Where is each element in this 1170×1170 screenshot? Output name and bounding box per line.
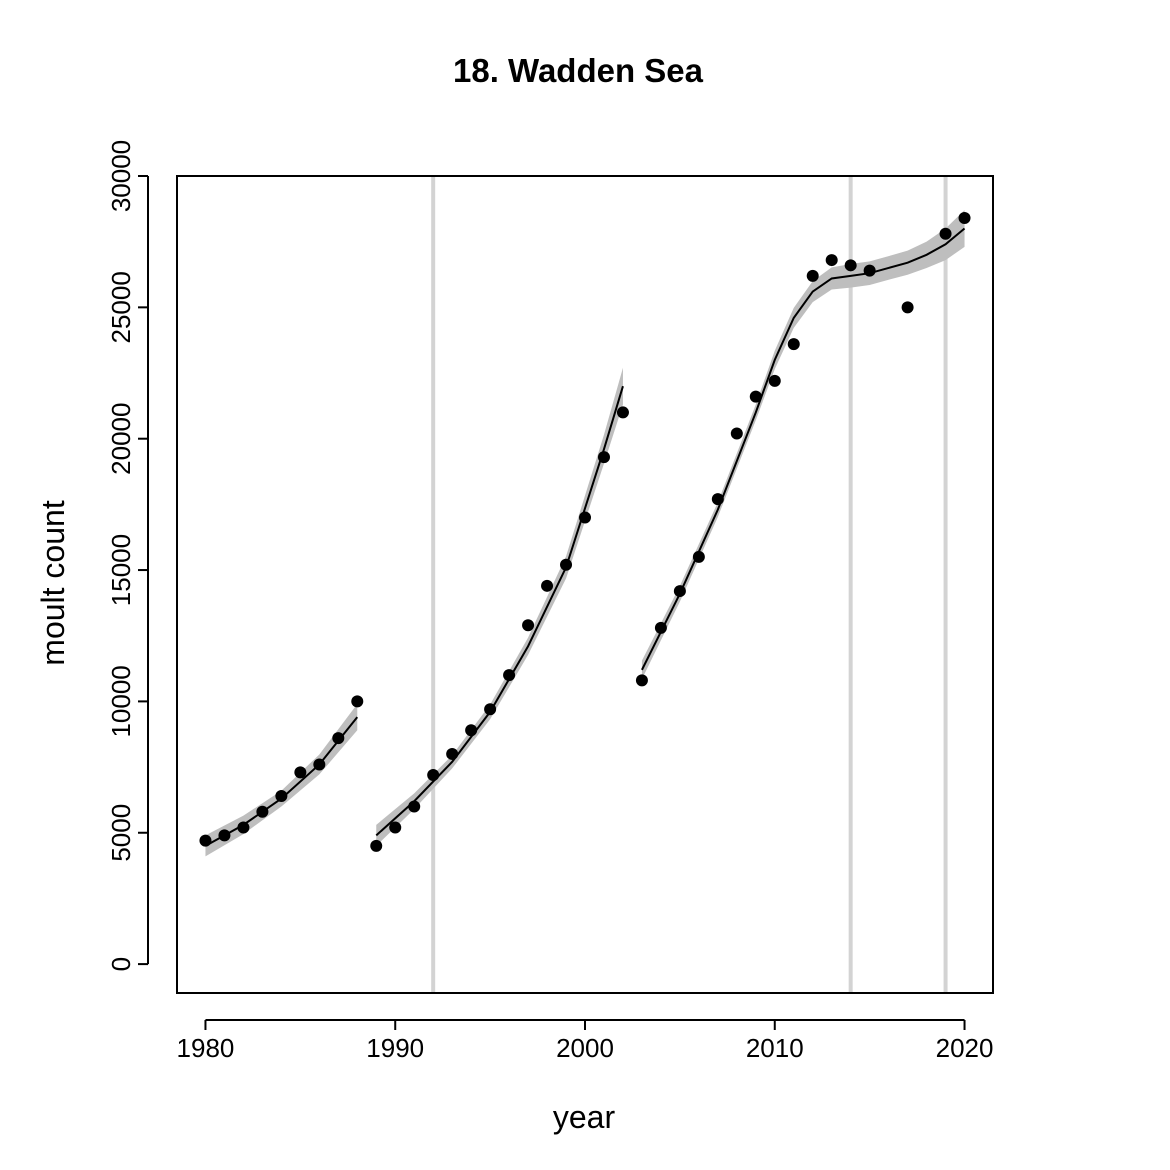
data-point-2-11 <box>844 259 857 272</box>
plot-area <box>176 175 994 994</box>
y-tick-label-2: 10000 <box>106 665 136 737</box>
x-tick-label-0: 1980 <box>177 1033 235 1063</box>
confidence-band-2 <box>641 210 965 680</box>
y-tick-label-0: 0 <box>106 957 136 971</box>
data-point-2-15 <box>958 212 971 225</box>
y-tick-label-5: 25000 <box>106 271 136 343</box>
data-point-0-6 <box>313 758 326 771</box>
y-tick-label-4: 20000 <box>106 403 136 475</box>
data-point-1-13 <box>616 406 629 419</box>
data-point-1-1 <box>389 821 402 834</box>
data-point-1-0 <box>370 839 383 852</box>
data-point-1-7 <box>503 669 516 682</box>
data-point-2-9 <box>806 269 819 282</box>
data-point-1-12 <box>597 451 610 464</box>
data-point-2-12 <box>863 264 876 277</box>
data-point-1-6 <box>484 703 497 716</box>
x-tick-label-4: 2020 <box>936 1033 994 1063</box>
data-point-0-3 <box>256 805 269 818</box>
x-tick-label-3: 2010 <box>746 1033 804 1063</box>
data-point-1-5 <box>465 724 478 737</box>
data-point-1-8 <box>522 619 535 632</box>
data-point-2-4 <box>711 493 724 506</box>
data-point-2-0 <box>635 674 648 687</box>
data-point-2-2 <box>673 585 686 598</box>
y-axis: 0 5000 10000 15000 20000 25000 30000 <box>106 140 149 971</box>
data-point-1-3 <box>427 768 440 781</box>
data-point-1-9 <box>541 579 554 592</box>
data-point-0-0 <box>199 834 212 847</box>
data-point-2-3 <box>692 550 705 563</box>
chart-title: 18. Wadden Sea <box>453 52 704 89</box>
plot-frame <box>176 175 994 994</box>
data-point-0-8 <box>351 695 364 708</box>
data-point-0-1 <box>218 829 231 842</box>
data-point-2-13 <box>901 301 914 314</box>
y-tick-label-1: 5000 <box>106 804 136 862</box>
data-point-1-4 <box>446 747 459 760</box>
data-point-2-6 <box>749 390 762 403</box>
y-tick-label-3: 15000 <box>106 534 136 606</box>
data-point-2-10 <box>825 254 838 267</box>
y-tick-label-6: 30000 <box>106 140 136 212</box>
data-point-1-10 <box>560 558 573 571</box>
fit-line-1 <box>375 385 624 837</box>
data-point-2-5 <box>730 427 743 440</box>
data-point-1-2 <box>408 800 421 813</box>
data-point-0-5 <box>294 766 307 779</box>
data-point-0-2 <box>237 821 250 834</box>
data-point-2-1 <box>654 621 667 634</box>
data-point-1-11 <box>579 511 591 524</box>
x-axis-label: year <box>553 1099 616 1135</box>
confidence-band-1 <box>376 367 623 846</box>
data-point-2-7 <box>768 374 781 387</box>
data-point-0-7 <box>332 732 345 745</box>
y-axis-label: moult count <box>35 500 71 666</box>
data-point-0-4 <box>275 789 288 802</box>
x-tick-label-2: 2000 <box>556 1033 614 1063</box>
x-tick-label-1: 1990 <box>366 1033 424 1063</box>
confidence-band-0 <box>205 704 358 857</box>
x-axis: 1980 1990 2000 2010 2020 <box>177 1019 994 1063</box>
data-point-2-8 <box>787 338 800 351</box>
data-point-2-14 <box>939 227 952 240</box>
fit-line-2 <box>641 227 966 671</box>
